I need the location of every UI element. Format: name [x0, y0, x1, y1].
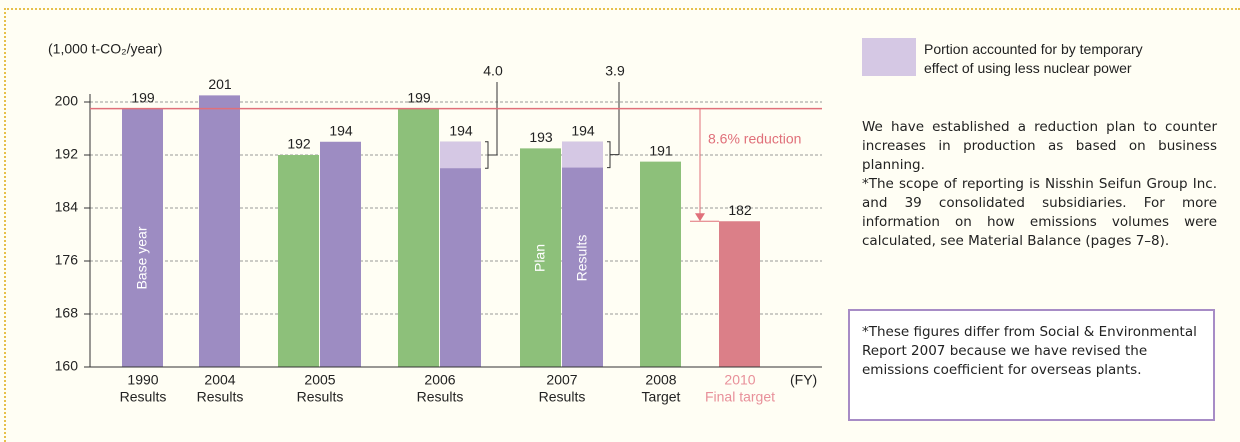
reduction-label: 8.6% reduction — [708, 131, 801, 147]
bar — [122, 108, 163, 367]
y-axis-label: (1,000 t-CO₂/year) — [48, 41, 162, 57]
frame — [4, 8, 1240, 442]
value-label: 193 — [529, 129, 553, 145]
temporary-portion — [440, 141, 481, 169]
temporary-label: 3.9 — [605, 63, 625, 79]
bar — [398, 108, 439, 367]
value-label: 194 — [329, 122, 353, 138]
x-tick-label: 2005 — [304, 372, 335, 388]
bar — [440, 141, 481, 367]
bar-text: Results — [574, 235, 590, 282]
legend-line: Portion accounted for by temporary — [924, 41, 1143, 57]
x-tick-label: 1990 — [127, 372, 158, 388]
value-label: 194 — [449, 122, 473, 138]
value-label: 182 — [728, 202, 752, 218]
x-tick-label: 2007 — [546, 372, 577, 388]
legend-line: effect of using less nuclear power — [924, 60, 1132, 76]
x-tick-label: 2004 — [204, 372, 235, 388]
legend-text: Portion accounted for by temporary effec… — [924, 40, 1143, 78]
bar — [278, 155, 319, 367]
x-tick-label: Results — [197, 389, 244, 405]
x-tick-label: 2006 — [424, 372, 455, 388]
x-tick-label: Results — [539, 389, 586, 405]
y-tick-label: 168 — [55, 305, 79, 321]
bar — [719, 221, 760, 367]
y-tick-label: 192 — [55, 146, 79, 162]
x-tick-label: 2010 — [724, 372, 755, 388]
paragraph: *The scope of reporting is Nisshin Seifu… — [862, 176, 1217, 249]
arrow-head — [695, 213, 705, 222]
x-tick-label: Results — [417, 389, 464, 405]
bar — [199, 95, 240, 367]
value-label: 192 — [287, 136, 311, 152]
y-tick-label: 200 — [55, 93, 79, 109]
x-tick-label: Target — [642, 389, 681, 405]
value-label: 199 — [131, 89, 155, 105]
bar — [320, 141, 361, 367]
leader — [488, 82, 498, 156]
x-tick-label: Results — [120, 389, 167, 405]
legend-swatch — [862, 38, 916, 76]
y-tick-label: 160 — [55, 358, 79, 374]
temporary-portion — [562, 141, 603, 168]
description: We have established a reduction plan to … — [862, 118, 1217, 251]
bar-text: Plan — [532, 244, 548, 272]
value-label: 199 — [407, 89, 431, 105]
value-label: 194 — [571, 122, 595, 138]
bar-text: Base year — [134, 226, 150, 289]
bar — [562, 141, 603, 367]
leader — [610, 82, 620, 156]
x-tick-label: Results — [297, 389, 344, 405]
value-label: 201 — [208, 76, 232, 92]
bar — [520, 148, 561, 367]
note-box: *These figures differ from Social & Envi… — [848, 309, 1215, 421]
bar — [640, 161, 681, 367]
y-tick-label: 176 — [55, 252, 79, 268]
temporary-label: 4.0 — [483, 63, 503, 79]
x-tick-label: Final target — [705, 389, 775, 405]
x-unit: (FY) — [790, 372, 817, 388]
y-tick-label: 184 — [55, 199, 79, 215]
x-tick-label: 2008 — [645, 372, 676, 388]
paragraph: We have established a reduction plan to … — [862, 119, 1217, 173]
value-label: 191 — [649, 142, 673, 158]
